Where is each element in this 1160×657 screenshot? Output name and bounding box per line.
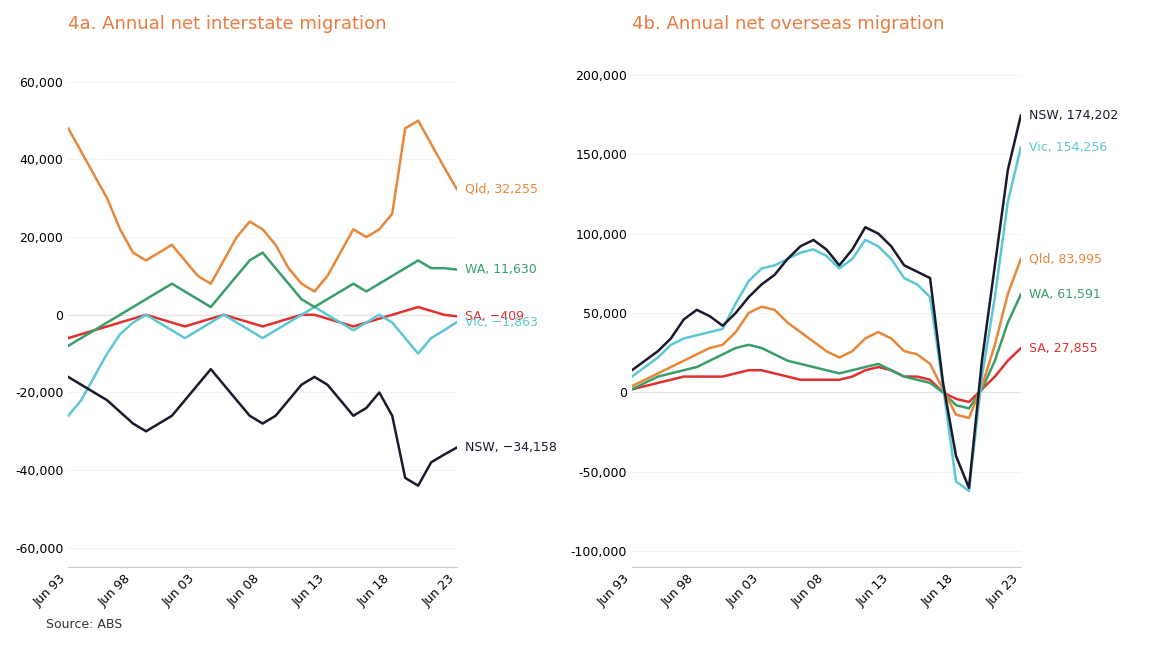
Text: SA, 27,855: SA, 27,855 <box>1029 342 1097 355</box>
Text: Vic, 154,256: Vic, 154,256 <box>1029 141 1107 154</box>
Text: SA, −409: SA, −409 <box>465 310 524 323</box>
Text: NSW, −34,158: NSW, −34,158 <box>465 441 557 454</box>
Text: Vic, −1,863: Vic, −1,863 <box>465 315 538 328</box>
Text: Source: ABS: Source: ABS <box>46 618 123 631</box>
Text: Qld, 83,995: Qld, 83,995 <box>1029 252 1102 265</box>
Text: NSW, 174,202: NSW, 174,202 <box>1029 109 1118 122</box>
Text: Qld, 32,255: Qld, 32,255 <box>465 183 538 196</box>
Text: 4b. Annual net overseas migration: 4b. Annual net overseas migration <box>632 15 944 33</box>
Text: WA, 61,591: WA, 61,591 <box>1029 288 1101 301</box>
Text: WA, 11,630: WA, 11,630 <box>465 263 537 276</box>
Text: 4a. Annual net interstate migration: 4a. Annual net interstate migration <box>68 15 386 33</box>
